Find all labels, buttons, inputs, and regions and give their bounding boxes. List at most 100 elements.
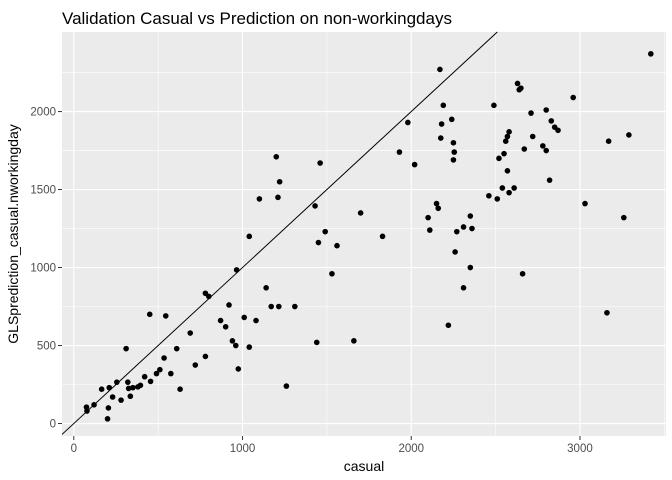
data-point — [217, 317, 224, 324]
data-point — [127, 393, 134, 400]
data-point — [315, 239, 322, 246]
data-point — [357, 210, 364, 216]
data-point — [605, 138, 612, 144]
data-point — [130, 384, 136, 391]
data-point — [529, 133, 536, 140]
data-point — [312, 203, 318, 209]
data-point — [543, 147, 550, 154]
data-point — [486, 192, 492, 199]
data-point — [106, 384, 113, 391]
data-point — [161, 355, 167, 361]
data-point — [125, 385, 132, 392]
plot-panel — [62, 32, 666, 436]
data-point — [467, 264, 474, 271]
data-point — [162, 313, 169, 319]
data-point — [276, 178, 283, 185]
data-point — [501, 150, 507, 157]
data-point — [146, 311, 153, 318]
data-point — [137, 382, 144, 389]
data-point — [435, 205, 442, 212]
x-axis: 0 1000 2000 3000 — [71, 436, 593, 455]
data-point — [91, 402, 97, 408]
data-point — [491, 102, 497, 109]
data-point — [437, 66, 443, 73]
y-tick-label: 2000 — [30, 107, 56, 119]
data-point — [334, 242, 340, 249]
data-point — [157, 366, 163, 373]
x-tick-label: 2000 — [398, 443, 424, 455]
data-point — [202, 353, 209, 360]
data-point — [235, 366, 242, 372]
data-point — [450, 139, 457, 146]
data-point — [433, 200, 440, 207]
data-point — [177, 386, 183, 393]
data-point — [205, 293, 212, 300]
data-point — [626, 132, 632, 138]
minor-gridlines — [62, 32, 666, 436]
data-point — [114, 379, 120, 385]
data-point — [582, 200, 588, 207]
data-point — [187, 330, 194, 336]
data-point — [124, 379, 131, 385]
data-point — [511, 185, 517, 191]
data-point — [222, 324, 229, 330]
data-point — [283, 383, 290, 389]
reference-line-group — [61, 31, 498, 435]
y-tick-label: 1500 — [30, 185, 56, 197]
data-point — [450, 157, 457, 163]
data-point — [329, 270, 335, 277]
y-axis-title: GLSprediction_casual.nworkingday — [5, 124, 21, 343]
data-point — [540, 143, 546, 149]
data-point — [229, 338, 236, 344]
data-point — [469, 225, 475, 232]
data-point — [273, 153, 280, 160]
data-point — [518, 85, 524, 91]
data-point — [147, 378, 154, 385]
data-point — [604, 309, 610, 316]
data-point — [168, 370, 174, 377]
data-point — [504, 168, 511, 174]
data-point — [514, 80, 521, 87]
data-point — [506, 129, 512, 135]
data-point — [226, 302, 232, 308]
data-point — [232, 342, 239, 349]
data-point — [173, 345, 180, 352]
data-point — [275, 194, 281, 201]
y-tick-label: 1000 — [30, 263, 56, 275]
x-tick-label: 3000 — [567, 443, 593, 455]
y-tick-label: 0 — [50, 419, 56, 431]
data-point — [153, 370, 160, 377]
data-point — [548, 118, 555, 124]
data-point — [263, 285, 269, 291]
data-point — [445, 322, 452, 329]
data-point — [555, 127, 561, 134]
reference-line — [61, 31, 498, 435]
data-point — [570, 94, 577, 101]
chart-title: Validation Casual vs Prediction on non-w… — [62, 9, 452, 28]
data-point — [351, 338, 357, 344]
data-points — [83, 51, 654, 422]
data-point — [322, 228, 328, 235]
data-point — [453, 228, 460, 235]
data-point — [499, 185, 506, 191]
data-point — [496, 155, 502, 162]
data-point — [123, 345, 129, 352]
data-point — [528, 110, 534, 116]
data-point — [379, 233, 386, 240]
data-point — [275, 303, 282, 310]
data-point — [396, 149, 403, 155]
data-point — [460, 285, 467, 291]
data-point — [109, 394, 116, 400]
x-tick-label: 1000 — [230, 443, 256, 455]
data-point — [104, 416, 111, 422]
data-point — [241, 314, 248, 321]
data-point — [460, 224, 467, 230]
major-gridlines — [62, 32, 666, 436]
data-point — [256, 196, 263, 202]
data-point — [105, 405, 112, 411]
data-point — [246, 344, 253, 350]
data-point — [118, 397, 124, 403]
data-point — [141, 373, 148, 380]
data-point — [411, 161, 418, 168]
data-point — [292, 303, 298, 310]
